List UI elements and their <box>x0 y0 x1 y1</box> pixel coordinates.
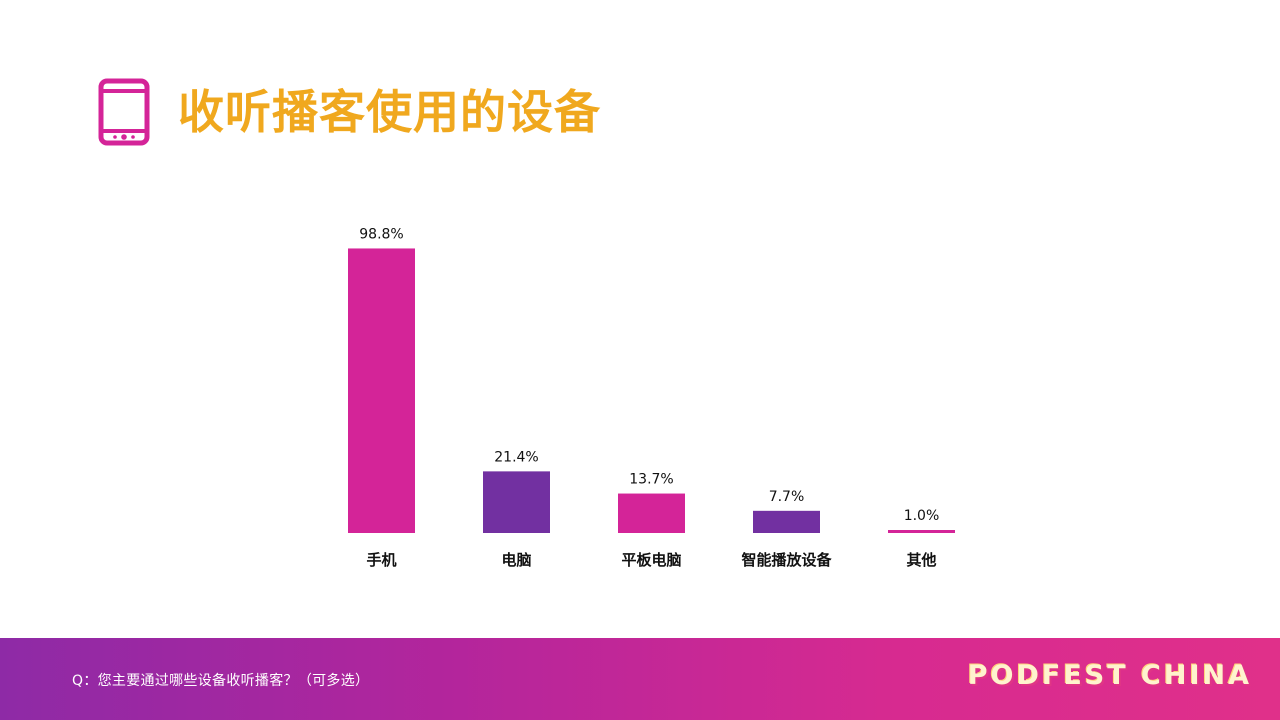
tablet-icon <box>98 78 150 146</box>
category-label: 智能播放设备 <box>741 551 832 569</box>
bar-value-label: 98.8% <box>359 226 403 242</box>
bar-1 <box>483 471 550 533</box>
bar-value-label: 7.7% <box>769 489 805 505</box>
survey-question: Q：您主要通过哪些设备收听播客？（可多选） <box>72 673 370 689</box>
page-header: 收听播客使用的设备 <box>98 76 601 148</box>
brand-logo: PODFEST CHINA <box>967 660 1252 691</box>
category-label: 电脑 <box>501 551 531 569</box>
bar-2 <box>618 493 685 533</box>
bar-chart: 98.8% 手机 21.4% 电脑 13.7% 平板电脑 7.7% 智能播放设备 1.0% 其他 <box>348 226 955 569</box>
bar-value-label: 13.7% <box>629 472 673 488</box>
bar-4 <box>888 530 955 533</box>
bar-value-label: 21.4% <box>494 449 538 465</box>
bar-0 <box>348 248 415 533</box>
category-label: 其他 <box>906 551 936 569</box>
category-label: 平板电脑 <box>621 551 681 569</box>
bar-value-label: 1.0% <box>904 508 940 524</box>
footer-bar: Q：您主要通过哪些设备收听播客？（可多选） PODFEST CHINA <box>0 638 1280 720</box>
page-title: 收听播客使用的设备 <box>178 85 601 139</box>
category-label: 手机 <box>366 551 396 569</box>
bar-3 <box>753 510 820 533</box>
